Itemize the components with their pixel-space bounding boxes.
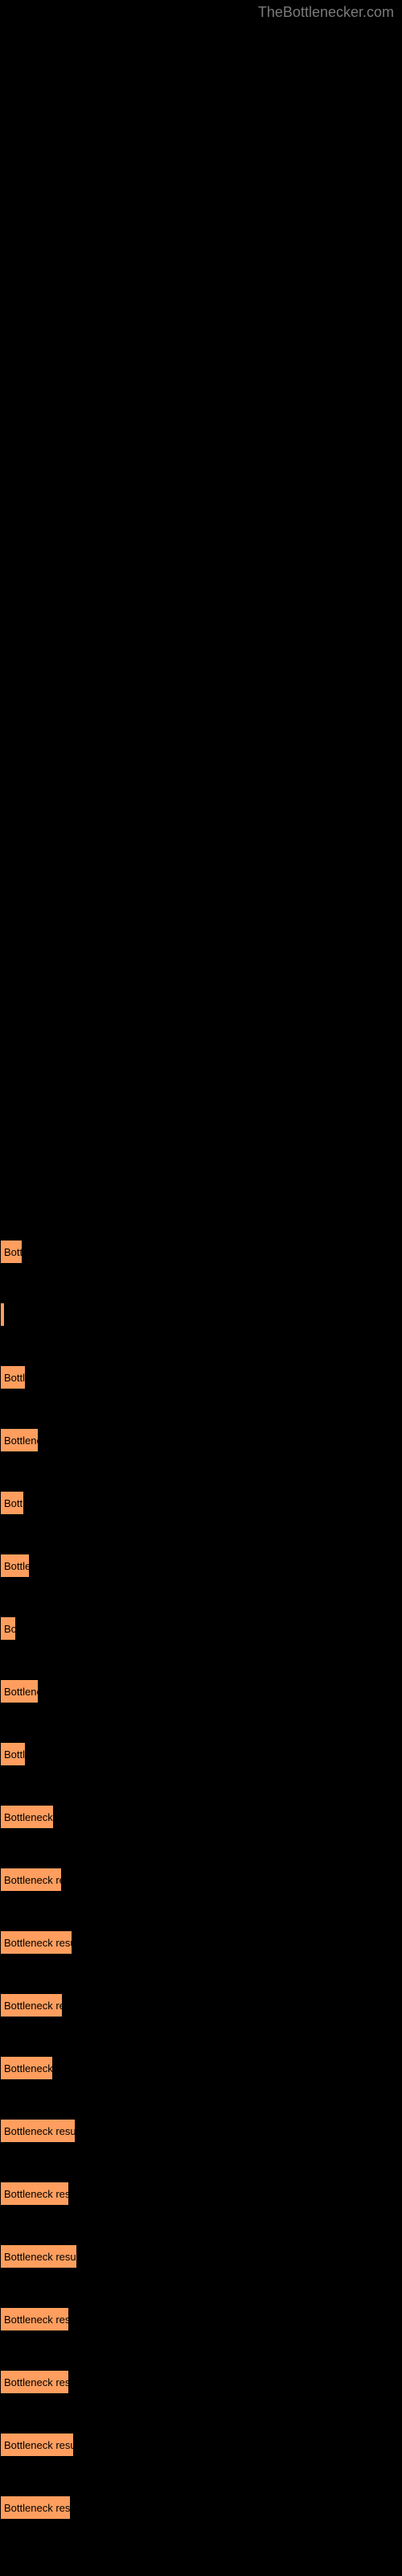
bar: Bottleneck re xyxy=(0,2056,53,2080)
bar-label: Bo xyxy=(4,1623,16,1635)
bar-row: Bottleneck result xyxy=(0,2370,69,2394)
bar: Bottle xyxy=(0,1365,26,1389)
bar-row: Bo xyxy=(0,1616,16,1641)
bar-row: Bottleneck result xyxy=(0,2433,74,2457)
bar-row: Bottleneck result xyxy=(0,2307,69,2331)
bar-label: Bottleneck resu xyxy=(4,2000,63,2012)
bar-label: Bottleneck re xyxy=(4,1811,54,1823)
bar: Bottleneck results xyxy=(0,2119,76,2143)
bar-label: Bott xyxy=(4,1246,23,1258)
bar-label: Bottleneck result xyxy=(4,2376,69,2388)
bar: Bo xyxy=(0,1616,16,1641)
bar-row: Bottleneck results xyxy=(0,2119,76,2143)
bar-row: Bottle xyxy=(0,1742,26,1766)
bar-row: Bottleneck result xyxy=(0,2182,69,2206)
bar-row: Bottlenec xyxy=(0,1428,39,1452)
bar-label: Bottlen xyxy=(4,1560,30,1572)
bar-label: Bottleneck result xyxy=(4,2502,71,2514)
bar-row xyxy=(0,1302,5,1327)
bar-row: Bottleneck re xyxy=(0,2056,53,2080)
bar-label: Bottleneck result xyxy=(4,2314,69,2326)
bar-row: Bottlen xyxy=(0,1554,30,1578)
bar-row: Bottleneck re xyxy=(0,1805,54,1829)
bar: Bottleneck results xyxy=(0,1930,72,1955)
bar-label: Bottle xyxy=(4,1497,24,1509)
bar-label: Bottleneck results xyxy=(4,1937,72,1949)
bar-label: Bottle xyxy=(4,1748,26,1761)
bar: Bottleneck resu xyxy=(0,1868,62,1892)
bar-label: Bottleneck re xyxy=(4,2062,53,2074)
bar-row: Bottlenec xyxy=(0,1679,39,1703)
bar-label: Bottlenec xyxy=(4,1686,39,1698)
bar: Bottlenec xyxy=(0,1428,39,1452)
bar: Bottleneck result xyxy=(0,2370,69,2394)
bar-label: Bottleneck result xyxy=(4,2188,69,2200)
bar-label: Bottlenec xyxy=(4,1435,39,1447)
bar-label: Bottleneck result xyxy=(4,2251,77,2263)
bar: Bottlen xyxy=(0,1554,30,1578)
bar-row: Bottleneck result xyxy=(0,2244,77,2268)
bar: Bottleneck re xyxy=(0,1805,54,1829)
bar: Bottleneck result xyxy=(0,2244,77,2268)
bar: Bottleneck resu xyxy=(0,1993,63,2017)
bar xyxy=(0,1302,5,1327)
bar: Bottle xyxy=(0,1742,26,1766)
bar-row: Bottle xyxy=(0,1491,24,1515)
bar-row: Bottle xyxy=(0,1365,26,1389)
bar: Bottleneck result xyxy=(0,2182,69,2206)
watermark-text: TheBottlenecker.com xyxy=(258,4,394,21)
bar: Bottle xyxy=(0,1491,24,1515)
bar-label: Bottleneck resu xyxy=(4,1874,62,1886)
bar: Bott xyxy=(0,1240,23,1264)
bar-row: Bottleneck results xyxy=(0,1930,72,1955)
bar-row: Bottleneck resu xyxy=(0,1868,62,1892)
bar-row: Bott xyxy=(0,1240,23,1264)
bar-row: Bottleneck resu xyxy=(0,1993,63,2017)
bar-label: Bottleneck results xyxy=(4,2125,76,2137)
bar: Bottleneck result xyxy=(0,2496,71,2520)
chart-container: TheBottlenecker.com Bott Bottle Bottlenec B… xyxy=(0,0,402,2576)
bar-label: Bottleneck result xyxy=(4,2439,74,2451)
bar: Bottleneck result xyxy=(0,2433,74,2457)
bar: Bottleneck result xyxy=(0,2307,69,2331)
bar: Bottlenec xyxy=(0,1679,39,1703)
bar-label: Bottle xyxy=(4,1372,26,1384)
bar-row: Bottleneck result xyxy=(0,2496,71,2520)
